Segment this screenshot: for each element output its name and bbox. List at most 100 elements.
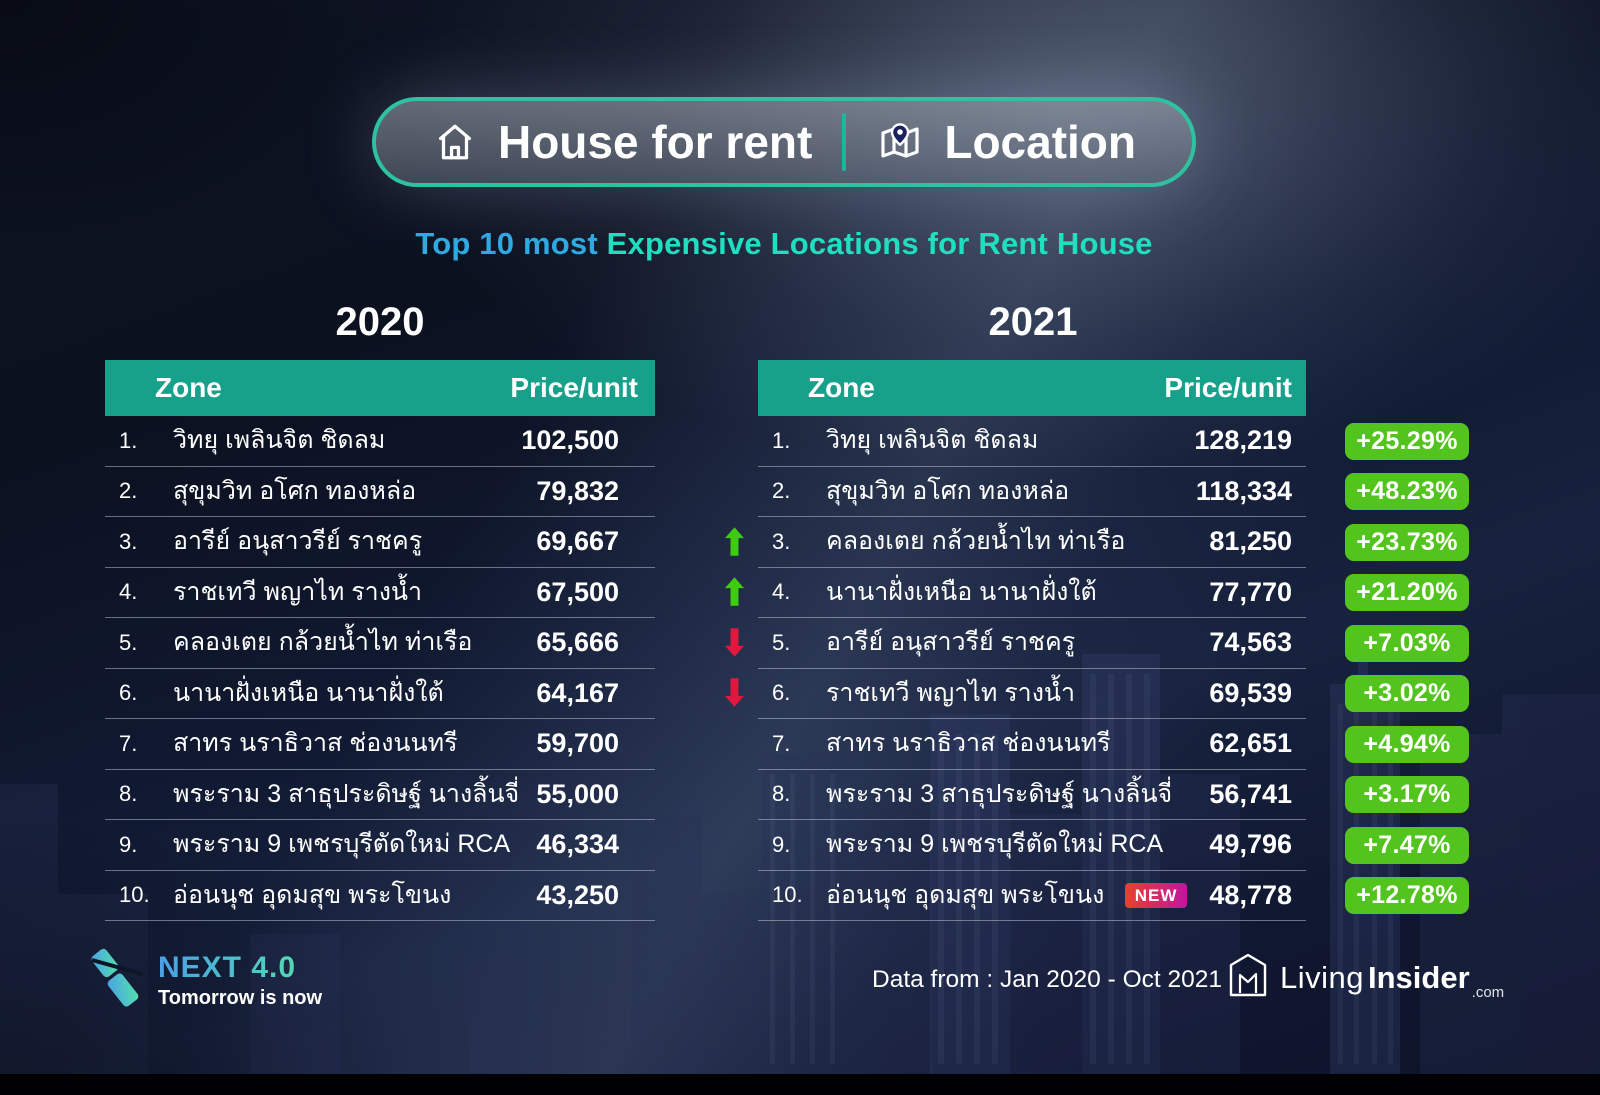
price-label: 74,563 [1209,627,1292,658]
livinginsider-suffix: .com [1471,984,1505,1001]
next40-brand: NEXT 4.0 Tomorrow is now [90,948,322,1013]
table-2020-header: Zone Price/unit [105,360,655,416]
change-slot: +7.03% [1345,618,1469,669]
change-badge: +25.29% [1345,422,1469,460]
tab-location[interactable]: Location [866,118,1146,166]
data-range-note: Data from : Jan 2020 - Oct 2021 [872,966,1222,993]
table-row: 8. พระราม 3 สาธุประดิษฐ์ นางลิ้นจี่ 56,741 [758,770,1306,820]
livinginsider-name-bold: Insider [1368,960,1470,995]
zone-label: อารีย์ อนุสาวรีย์ ราชครู [173,527,423,556]
price-label: 56,741 [1209,778,1292,809]
table-row: 6. นานาฝั่งเหนือ นานาฝั่งใต้ 64,167 [105,669,655,719]
change-badge: +7.03% [1345,624,1469,662]
table-row: 3. อารีย์ อนุสาวรีย์ ราชครู 69,667 [105,517,655,568]
table-2020-body: 1. วิทยุ เพลินจิต ชิดลม 102,500 2. สุขุมวิท … [105,416,655,921]
price-label: 49,796 [1209,829,1292,860]
rank-label: 8. [772,781,791,807]
rank-label: 5. [772,629,791,655]
zone-label: พระราม 9 เพชรบุรีตัดใหม่ RCA [173,830,511,859]
table-row: 5. อารีย์ อนุสาวรีย์ ราชครู 74,563 [725,618,1306,669]
rank-label: 9. [772,831,791,857]
page-title-part1: Top 10 most [415,226,598,261]
table-row: 3. คลองเตย กล้วยน้ำไท ท่าเรือ 81,250 [725,517,1306,568]
table-2021-body: 1. วิทยุ เพลินจิต ชิดลม 128,219 2. สุขุมวิท … [725,416,1306,921]
change-badges-column: +25.29% +48.23% +23.73% +21.20% +7.03% +3.02%… [1345,416,1469,921]
column-header-price: Price/unit [510,372,638,403]
price-label: 48,778 [1209,879,1292,910]
rank-label: 7. [772,730,791,756]
year-heading-2021: 2021 [988,300,1078,344]
price-label: 65,666 [536,627,619,658]
tab-house-for-rent[interactable]: House for rent [422,119,822,165]
table-row: 4. นานาฝั่งเหนือ นานาฝั่งใต้ 77,770 [725,568,1306,618]
next40-brand-name: NEXT 4.0 [158,951,322,985]
up-arrow-icon [725,577,745,607]
zone-label: พระราม 3 สาธุประดิษฐ์ นางลิ้นจี่ [173,779,520,808]
change-slot: +7.47% [1345,820,1469,871]
bottom-black-bar [0,1074,1600,1095]
year-heading-2020: 2020 [335,300,425,344]
rank-label: 9. [119,831,138,857]
rank-label: 6. [772,680,791,706]
change-slot: +23.73% [1345,517,1469,568]
table-row: 10. อ่อนนุช อุดมสุข พระโขนง 43,250 [105,871,655,921]
price-label: 77,770 [1209,576,1292,607]
change-badge: +7.47% [1345,826,1469,864]
livinginsider-logo-icon [1228,953,1268,1002]
zone-label: พระราม 3 สาธุประดิษฐ์ นางลิ้นจี่ [826,779,1173,808]
table-row: 5. คลองเตย กล้วยน้ำไท ท่าเรือ 65,666 [105,618,655,669]
next40-tagline: Tomorrow is now [158,987,323,1009]
home-icon [432,119,478,165]
zone-label: สาทร นราธิวาส ช่องนนทรี [826,729,1111,758]
down-arrow-icon [725,678,745,708]
down-arrow-icon [725,628,745,658]
price-label: 55,000 [536,778,619,809]
table-row: 7. สาทร นราธิวาส ช่องนนทรี 59,700 [105,719,655,770]
location-icon [876,118,924,166]
tab-house-label: House for rent [497,116,813,168]
price-label: 69,667 [536,526,619,557]
price-label: 79,832 [536,475,619,506]
price-label: 102,500 [521,425,619,456]
table-row: 8. พระราม 3 สาธุประดิษฐ์ นางลิ้นจี่ 55,000 [105,770,655,820]
zone-label: สาทร นราธิวาส ช่องนนทรี [173,729,458,758]
table-2021: Zone Price/unit 1. วิทยุ เพลินจิต ชิดลม 12… [725,360,1306,921]
zone-label: ราชเทวี พญาไท รางน้ำ [173,577,423,606]
price-label: 64,167 [536,677,619,708]
rank-label: 8. [119,781,138,807]
column-header-zone: Zone [155,372,222,403]
livinginsider-name-light: Living [1280,960,1364,995]
price-label: 81,250 [1209,526,1292,557]
rank-label: 4. [772,579,791,605]
table-2021-header: Zone Price/unit [758,360,1306,416]
table-row: 9. พระราม 9 เพชรบุรีตัดใหม่ RCA 46,334 [105,820,655,871]
zone-label: อ่อนนุช อุดมสุข พระโขนง [173,880,452,909]
zone-label: นานาฝั่งเหนือ นานาฝั่งใต้ [826,577,1097,606]
change-slot: +3.17% [1345,770,1469,821]
livinginsider-brand: Living Insider .com [1228,953,1504,1002]
change-slot: +21.20% [1345,568,1469,619]
rank-label: 1. [772,427,791,453]
change-badge: +3.02% [1345,675,1469,713]
zone-label: อารีย์ อนุสาวรีย์ ราชครู [826,628,1076,657]
change-slot: +48.23% [1345,467,1469,518]
up-arrow-icon [725,527,745,557]
rank-label: 2. [772,478,791,504]
rank-label: 5. [119,629,138,655]
change-badge: +12.78% [1345,877,1469,915]
change-badge: +4.94% [1345,725,1469,763]
zone-label: วิทยุ เพลินจิต ชิดลม [826,426,1039,455]
change-slot: +3.02% [1345,669,1469,720]
table-row: 9. พระราม 9 เพชรบุรีตัดใหม่ RCA 49,796 [758,820,1306,871]
column-header-price: Price/unit [1164,372,1292,403]
change-badge: +3.17% [1345,776,1469,814]
price-label: 128,219 [1194,425,1292,456]
table-2020: Zone Price/unit 1. วิทยุ เพลินจิต ชิดลม 10… [105,360,655,921]
rank-label: 10. [119,882,150,908]
zone-label: คลองเตย กล้วยน้ำไท ท่าเรือ [826,527,1126,556]
change-badge: +21.20% [1345,574,1469,612]
price-label: 67,500 [536,576,619,607]
change-slot: +12.78% [1345,871,1469,922]
table-row: 6. ราชเทวี พญาไท รางน้ำ 69,539 [725,669,1306,719]
rank-label: 1. [119,427,138,453]
